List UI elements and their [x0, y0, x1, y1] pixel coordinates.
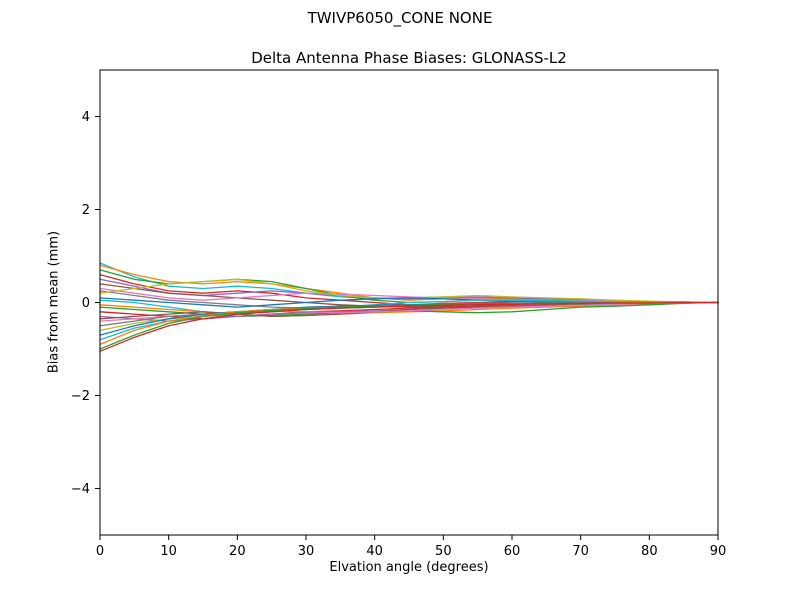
series-line — [99, 301, 719, 352]
x-tick-label: 60 — [504, 544, 521, 559]
y-tick-label: 4 — [82, 110, 90, 125]
x-tick-label: 90 — [710, 544, 727, 559]
x-tick-label: 40 — [366, 544, 383, 559]
x-tick-label: 80 — [641, 544, 658, 559]
y-axis-label: Bias from mean (mm) — [46, 230, 62, 374]
y-tick-label: −4 — [71, 482, 90, 497]
x-tick-label: 0 — [96, 544, 104, 559]
x-tick-label: 30 — [298, 544, 315, 559]
y-tick-label: 0 — [82, 296, 90, 311]
x-tick-label: 10 — [160, 544, 177, 559]
figure-title: TWIVP6050_CONE NONE — [307, 9, 493, 27]
x-tick-label: 20 — [229, 544, 246, 559]
x-axis-label: Elvation angle (degrees) — [329, 560, 489, 575]
series-line — [99, 301, 719, 346]
x-tick-label: 50 — [435, 544, 452, 559]
axes-title: Delta Antenna Phase Biases: GLONASS-L2 — [251, 49, 567, 67]
x-tick-label: 70 — [572, 544, 589, 559]
y-tick-label: 2 — [82, 203, 90, 218]
y-tick-label: −2 — [71, 389, 90, 404]
